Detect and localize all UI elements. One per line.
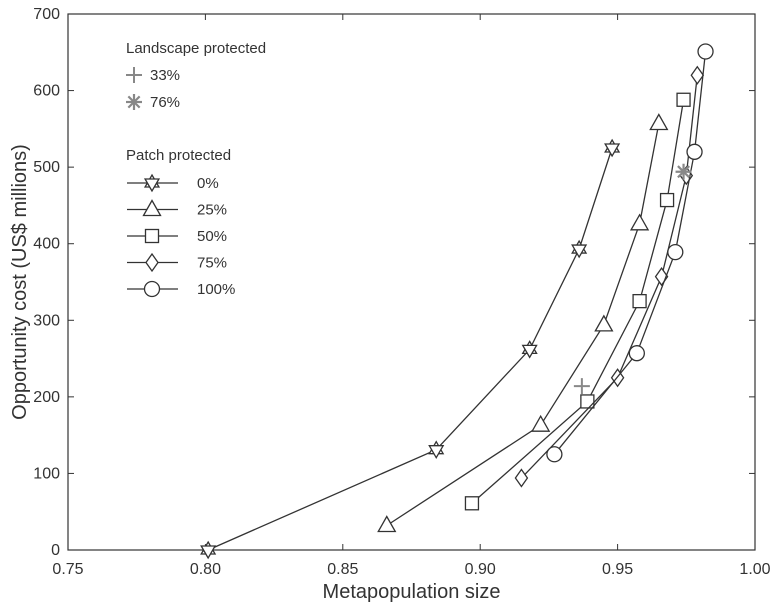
y-tick-label: 700 — [33, 6, 60, 23]
series-layer — [200, 43, 714, 560]
legend-entry-label: 50% — [197, 228, 227, 245]
data-point — [514, 468, 529, 488]
legend-entry-label: 33% — [150, 67, 180, 84]
data-point — [594, 314, 614, 332]
x-tick-label: 0.90 — [465, 561, 496, 578]
series-0-percent — [200, 138, 621, 560]
x-tick-label: 0.85 — [327, 561, 358, 578]
legend-title-landscape: Landscape protected — [126, 40, 266, 57]
legend-marker — [142, 199, 162, 217]
legend-entry-label: 76% — [150, 94, 180, 111]
data-point — [571, 239, 588, 259]
data-point — [632, 293, 647, 309]
series-line — [386, 123, 660, 527]
series-line — [520, 75, 698, 479]
series-25-percent — [377, 113, 669, 533]
legend-entry-label: 25% — [197, 202, 227, 219]
y-tick-label: 300 — [33, 312, 60, 329]
data-point — [200, 540, 217, 560]
axis-ticks: 0.75 0.80 0.85 0.90 0.95 1.00 0 100 200 300 400 500… — [33, 6, 770, 578]
data-point — [604, 138, 621, 158]
y-tick-label: 100 — [33, 465, 60, 482]
data-point — [428, 440, 445, 459]
y-axis-label: Opportunity cost (US$ millions) — [9, 144, 31, 420]
y-tick-label: 200 — [33, 389, 60, 406]
x-tick-label: 1.00 — [739, 561, 770, 578]
x-tick-label: 0.95 — [602, 561, 633, 578]
legend-entry-label: 0% — [197, 175, 219, 192]
legend: Landscape protected Patch protected 33% 7… — [126, 40, 266, 298]
legend-marker — [143, 173, 161, 193]
legend-marker — [143, 280, 161, 298]
y-tick-label: 0 — [51, 542, 60, 559]
data-point — [686, 143, 703, 160]
data-point — [580, 394, 595, 409]
x-tick-label: 0.80 — [190, 561, 221, 578]
plot-area: 0.75 0.80 0.85 0.90 0.95 1.00 0 100 200 300 400 500… — [33, 6, 770, 578]
legend-title-patch: Patch protected — [126, 147, 231, 164]
y-tick-label: 600 — [33, 83, 60, 100]
x-tick-label: 0.75 — [52, 561, 83, 578]
legend-marker — [126, 67, 142, 83]
landscape-point-33-percent — [573, 378, 590, 395]
data-point — [521, 340, 538, 359]
data-point — [676, 92, 691, 107]
x-axis-label: Metapopulation size — [323, 581, 501, 603]
legend-marker — [126, 94, 142, 110]
data-point — [667, 243, 684, 261]
legend-entry-label: 75% — [197, 255, 227, 272]
data-point — [659, 192, 675, 208]
data-point — [464, 496, 480, 511]
series-50-percent — [464, 92, 691, 511]
y-tick-label: 500 — [33, 159, 60, 176]
landscape-point-76-percent — [675, 163, 692, 180]
data-point — [377, 515, 397, 533]
data-point — [690, 65, 705, 85]
data-point — [649, 113, 669, 131]
data-point — [697, 43, 714, 60]
data-point — [546, 446, 563, 463]
data-point — [629, 213, 650, 231]
data-point — [628, 345, 645, 362]
legend-marker — [145, 252, 159, 273]
y-tick-label: 400 — [33, 236, 60, 253]
series-100-percent — [546, 43, 714, 463]
legend-marker — [144, 228, 160, 244]
legend-entry-label: 100% — [197, 281, 235, 298]
data-point — [531, 414, 551, 432]
series-line — [207, 147, 613, 551]
plot-frame — [67, 13, 756, 551]
